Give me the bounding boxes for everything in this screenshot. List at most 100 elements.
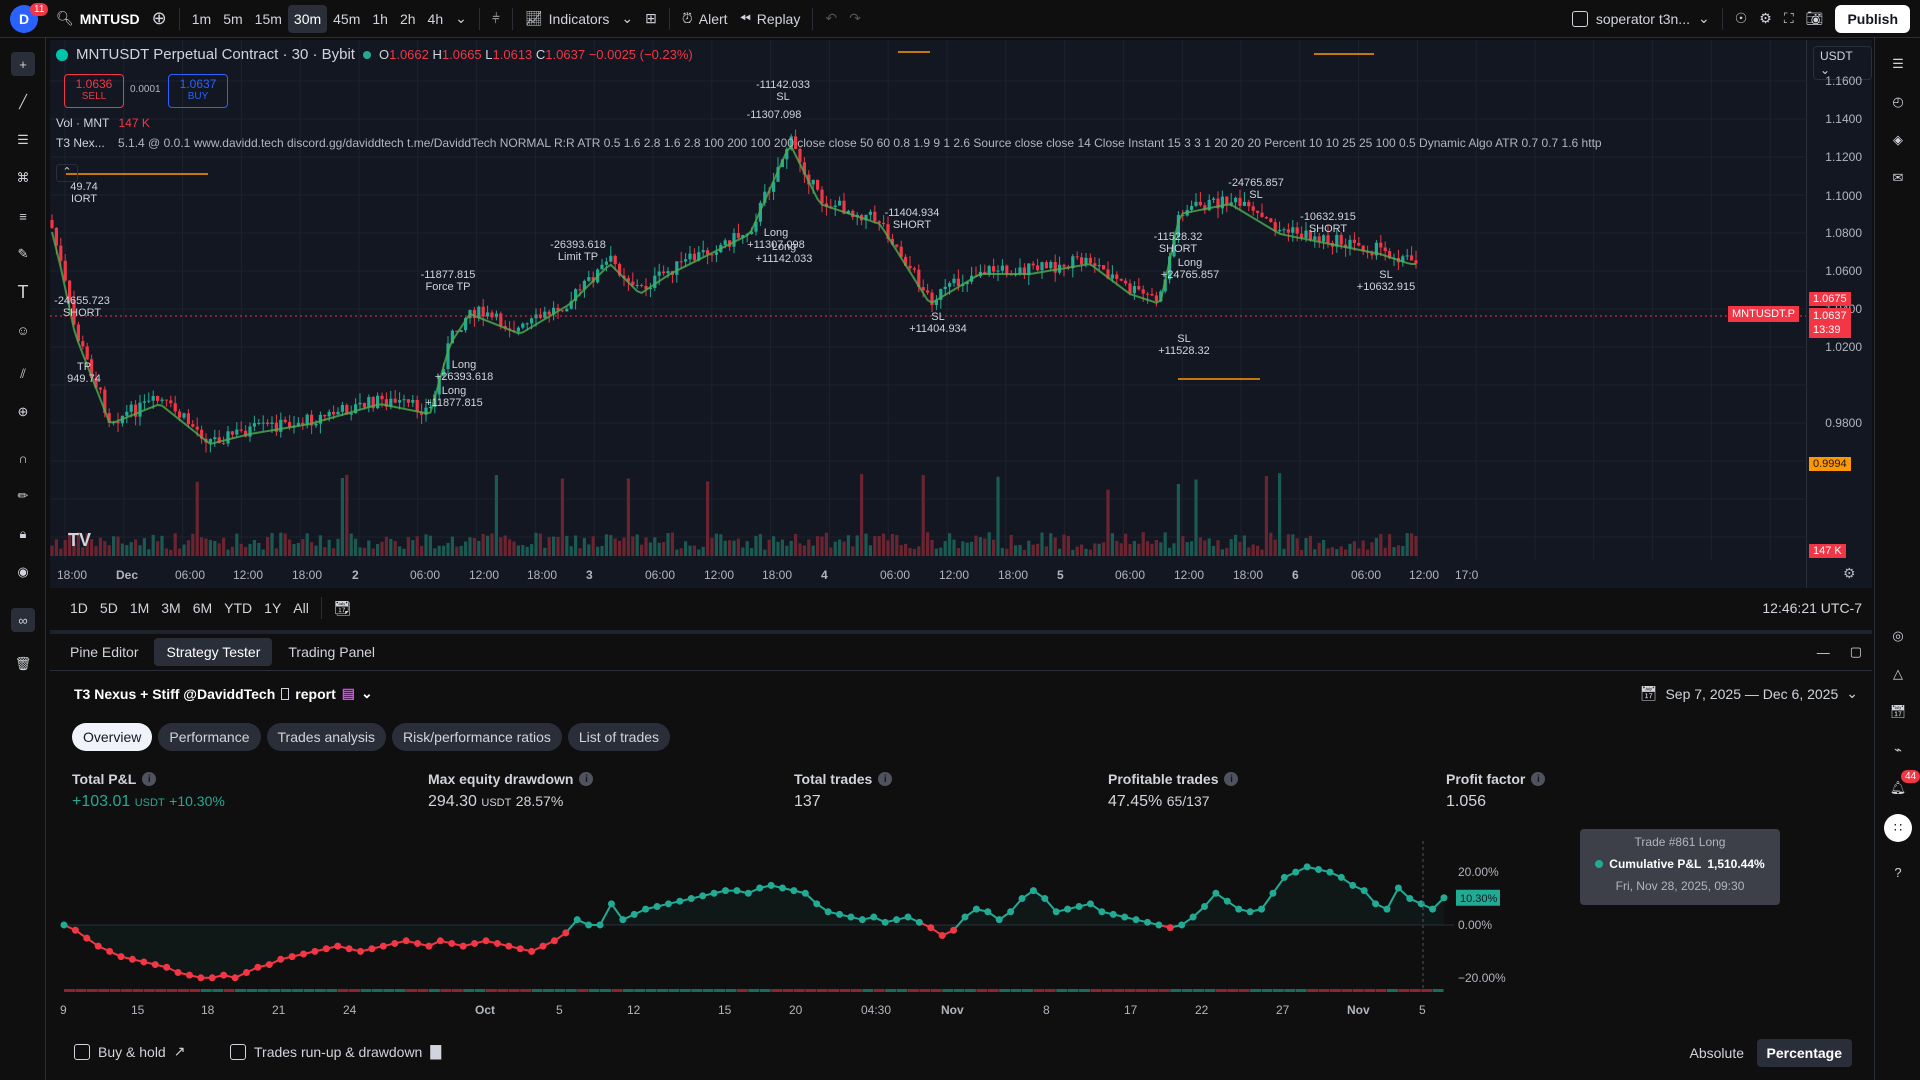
- layers-icon[interactable]: ◈: [1893, 132, 1903, 147]
- range-1m[interactable]: 1M: [129, 600, 150, 616]
- alert-button[interactable]: ⏰︎ Alert: [676, 5, 734, 33]
- equity-point[interactable]: [573, 916, 581, 924]
- equity-point[interactable]: [733, 887, 741, 895]
- equity-point[interactable]: [140, 958, 148, 966]
- equity-point[interactable]: [254, 963, 262, 971]
- help-icon[interactable]: ?: [1894, 864, 1902, 880]
- equity-point[interactable]: [71, 926, 79, 934]
- equity-point[interactable]: [1246, 908, 1254, 916]
- timeframe-45m[interactable]: 45m: [333, 10, 361, 27]
- equity-point[interactable]: [1406, 895, 1414, 903]
- equity-point[interactable]: [1064, 905, 1072, 913]
- strategy-header[interactable]: T3 Nexus + Stiff @DaviddTech report ▤ ⌄: [74, 685, 373, 702]
- equity-point[interactable]: [607, 900, 615, 908]
- goto-date-button[interactable]: 📆︎: [328, 600, 358, 617]
- timeframe-2h[interactable]: 2h: [399, 10, 416, 27]
- equity-point[interactable]: [642, 905, 650, 913]
- target-icon[interactable]: ◎: [1892, 628, 1904, 643]
- checkbox[interactable]: [230, 1043, 246, 1060]
- collapse-legend-button[interactable]: ⌃: [56, 164, 78, 182]
- timeframe-1m[interactable]: 1m: [191, 10, 212, 27]
- equity-point[interactable]: [1383, 905, 1391, 913]
- forecast-icon[interactable]: ≡: [19, 208, 27, 224]
- timeframe-dropdown[interactable]: ⌄: [449, 5, 473, 33]
- equity-point[interactable]: [1018, 895, 1026, 903]
- equity-point[interactable]: [984, 908, 992, 916]
- lock-icon[interactable]: 🔒︎: [19, 526, 27, 541]
- equity-point[interactable]: [368, 945, 376, 953]
- maximize-panel-button[interactable]: ▢: [1840, 644, 1872, 660]
- equity-point[interactable]: [345, 945, 353, 953]
- equity-point[interactable]: [699, 892, 707, 900]
- publish-button[interactable]: Publish: [1835, 4, 1910, 33]
- info-icon[interactable]: i: [142, 772, 157, 786]
- subtab-risk-performance-ratios[interactable]: Risk/performance ratios: [392, 723, 562, 751]
- equity-point[interactable]: [664, 900, 672, 908]
- equity-point[interactable]: [1394, 884, 1402, 892]
- price-chart[interactable]: 49.74 IORT -24655.723 SHORT TP 949.74 -11877.8…: [50, 40, 1872, 588]
- trendline-icon[interactable]: ╱: [19, 94, 27, 109]
- equity-point[interactable]: [1086, 900, 1094, 908]
- layouts-button[interactable]: ⊞: [639, 5, 663, 33]
- subtab-overview[interactable]: Overview: [72, 723, 153, 751]
- range-all[interactable]: All: [293, 600, 309, 616]
- apps-icon[interactable]: ∷: [1884, 814, 1912, 842]
- equity-point[interactable]: [436, 937, 444, 945]
- equity-point[interactable]: [1052, 908, 1060, 916]
- equity-point[interactable]: [653, 902, 661, 910]
- equity-point[interactable]: [744, 889, 752, 897]
- range-ytd[interactable]: YTD: [224, 600, 253, 616]
- equity-point[interactable]: [185, 971, 193, 979]
- equity-point[interactable]: [425, 942, 433, 950]
- equity-point[interactable]: [1223, 897, 1231, 905]
- eye-icon[interactable]: ◉: [17, 564, 29, 579]
- range-1y[interactable]: 1Y: [264, 600, 282, 616]
- equity-point[interactable]: [1200, 902, 1208, 910]
- equity-point[interactable]: [938, 932, 946, 940]
- equity-point[interactable]: [881, 918, 889, 926]
- tab-pine-editor[interactable]: Pine Editor: [70, 644, 139, 660]
- range-6m[interactable]: 6M: [192, 600, 213, 616]
- equity-point[interactable]: [1337, 873, 1345, 881]
- timeframe-4h[interactable]: 4h: [427, 10, 444, 27]
- equity-point[interactable]: [915, 918, 923, 926]
- equity-point[interactable]: [117, 953, 125, 961]
- equity-point[interactable]: [950, 926, 958, 934]
- time-axis[interactable]: 18:00 Dec 06:00 12:00 18:00 2 06:00 12:00 18:00 3…: [50, 560, 1806, 588]
- candlestick-canvas[interactable]: 49.74 IORT -24655.723 SHORT TP 949.74 -11877.8…: [50, 40, 1806, 588]
- add-symbol-button[interactable]: ⊕: [146, 5, 173, 33]
- equity-point[interactable]: [1041, 895, 1049, 903]
- tab-strategy-tester[interactable]: Strategy Tester: [154, 638, 273, 666]
- equity-point[interactable]: [836, 910, 844, 918]
- link-icon[interactable]: ∞: [11, 608, 35, 632]
- equity-point[interactable]: [995, 916, 1003, 924]
- runup-drawdown-toggle[interactable]: Trades run-up & drawdown ▇: [230, 1043, 441, 1060]
- lock-drawing-icon[interactable]: ✏: [17, 488, 29, 503]
- equity-point[interactable]: [242, 969, 250, 977]
- minimize-panel-button[interactable]: —: [1807, 645, 1840, 660]
- equity-point[interactable]: [311, 947, 319, 955]
- equity-point[interactable]: [1326, 868, 1334, 876]
- equity-point[interactable]: [847, 913, 855, 921]
- equity-point[interactable]: [904, 913, 912, 921]
- subtab-performance[interactable]: Performance: [158, 723, 261, 751]
- equity-point[interactable]: [961, 913, 969, 921]
- equity-point[interactable]: [630, 910, 638, 918]
- undo-button[interactable]: ↶: [819, 5, 843, 33]
- currency-selector[interactable]: USDT ⌄: [1813, 46, 1872, 80]
- equity-point[interactable]: [585, 921, 593, 929]
- user-avatar[interactable]: D 11: [0, 2, 49, 33]
- equity-point[interactable]: [550, 937, 558, 945]
- emoji-icon[interactable]: ☺: [16, 322, 30, 338]
- equity-point[interactable]: [94, 942, 102, 950]
- equity-point[interactable]: [300, 950, 308, 958]
- equity-point[interactable]: [1303, 863, 1311, 871]
- equity-point[interactable]: [459, 942, 467, 950]
- equity-point[interactable]: [1440, 894, 1448, 902]
- range-5d[interactable]: 5D: [99, 600, 118, 616]
- ruler-icon[interactable]: ⫽: [20, 366, 26, 381]
- replay-button[interactable]: ⏪︎ Replay: [734, 5, 807, 33]
- equity-point[interactable]: [288, 953, 296, 961]
- equity-point[interactable]: [391, 939, 399, 947]
- equity-point[interactable]: [1166, 924, 1174, 932]
